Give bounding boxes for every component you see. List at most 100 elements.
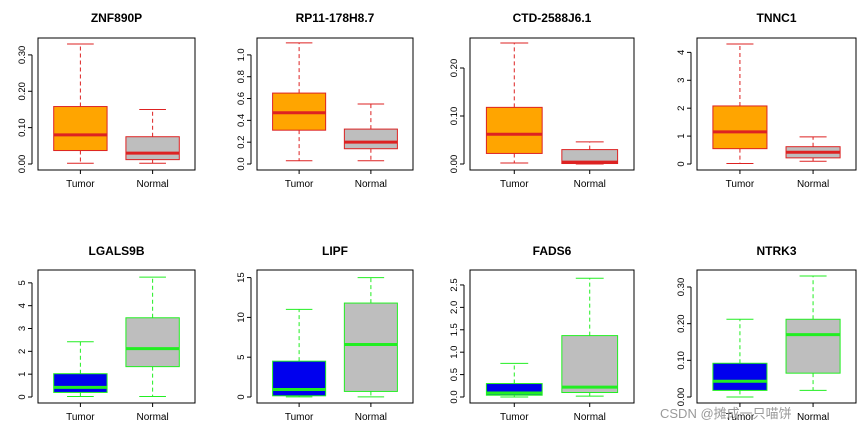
y-tick-label: 0.0 bbox=[236, 157, 247, 170]
y-tick-label: 2 bbox=[676, 106, 687, 111]
y-tick-label: 0.6 bbox=[236, 92, 247, 105]
y-tick-label: 0.10 bbox=[17, 118, 28, 136]
x-tick-label-tumor: Tumor bbox=[66, 179, 95, 190]
plot-frame bbox=[37, 37, 196, 171]
y-tick-label: 0.8 bbox=[236, 70, 247, 83]
panel-title: TNNC1 bbox=[756, 11, 796, 25]
y-tick-label: 0.30 bbox=[17, 46, 28, 64]
panel-title: LGALS9B bbox=[88, 244, 144, 258]
x-tick-label-tumor: Tumor bbox=[285, 412, 314, 423]
panel-title: RP11-178H8.7 bbox=[296, 11, 375, 25]
y-tick-label: 3 bbox=[676, 78, 687, 83]
y-tick-label: 1.0 bbox=[449, 346, 460, 359]
iqr-box bbox=[561, 335, 619, 394]
box-normal bbox=[125, 276, 180, 398]
iqr-box bbox=[712, 362, 768, 391]
y-tick-label: 0.20 bbox=[449, 59, 460, 78]
box-tumor bbox=[485, 362, 543, 398]
box-tumor bbox=[53, 341, 108, 398]
y-tick-label: 0.10 bbox=[449, 107, 460, 126]
y-tick-label: 0 bbox=[676, 161, 687, 166]
box-tumor bbox=[272, 42, 327, 162]
box-normal bbox=[125, 108, 180, 164]
x-tick-label-normal: Normal bbox=[797, 412, 829, 423]
y-tick-label: 0.20 bbox=[17, 82, 28, 101]
panel-znf890p: ZNF890P 0.00 0.10 0.20 0.30 Tumor Normal bbox=[17, 11, 196, 190]
iqr-box bbox=[343, 302, 398, 392]
y-tick-label: 0.20 bbox=[676, 314, 687, 333]
iqr-box bbox=[785, 318, 841, 374]
box-normal bbox=[561, 277, 619, 397]
y-tick-label: 0.0 bbox=[449, 390, 460, 403]
x-tick-label-normal: Normal bbox=[136, 179, 168, 190]
iqr-box bbox=[125, 136, 180, 161]
x-tick-label-normal: Normal bbox=[136, 412, 168, 423]
plot-frame bbox=[696, 269, 857, 404]
x-tick-label-tumor: Tumor bbox=[285, 179, 314, 190]
y-tick-label: 1.5 bbox=[449, 323, 460, 336]
iqr-box bbox=[485, 383, 543, 396]
box-normal bbox=[785, 275, 841, 391]
panel-title: ZNF890P bbox=[91, 11, 142, 25]
panel-tnnc1: TNNC1 0 1 2 3 4 Tumor Normal bbox=[676, 11, 857, 190]
y-tick-label: 4 bbox=[676, 50, 687, 55]
iqr-box bbox=[343, 128, 398, 150]
x-tick-label-normal: Normal bbox=[797, 179, 829, 190]
plot-frame bbox=[696, 37, 857, 171]
y-tick-label: 1 bbox=[676, 133, 687, 138]
y-tick-label: 1.0 bbox=[236, 48, 247, 61]
panel-rp11-178h8-7: RP11-178H8.7 0.0 0.2 0.4 0.6 0.8 1.0 Tumor Norma… bbox=[236, 11, 414, 190]
iqr-box bbox=[125, 317, 180, 368]
panel-title: LIPF bbox=[322, 244, 348, 258]
y-tick-label: 0.2 bbox=[236, 136, 247, 149]
panel-fads6: FADS6 0.0 0.5 1.0 1.5 2.0 2.5 Tumor Normal bbox=[449, 244, 635, 423]
x-tick-label-tumor: Tumor bbox=[726, 179, 755, 190]
plot-frame bbox=[469, 269, 635, 404]
y-tick-label: 5 bbox=[236, 355, 247, 360]
iqr-box bbox=[485, 106, 543, 154]
panel-title: FADS6 bbox=[533, 244, 572, 258]
y-tick-label: 0 bbox=[17, 394, 28, 399]
y-tick-label: 0.00 bbox=[449, 155, 460, 174]
y-tick-label: 0.5 bbox=[449, 368, 460, 381]
x-tick-label-normal: Normal bbox=[355, 179, 387, 190]
plot-frame bbox=[37, 269, 196, 404]
iqr-box bbox=[712, 105, 768, 150]
y-tick-label: 5 bbox=[17, 280, 28, 285]
box-tumor bbox=[712, 43, 768, 164]
y-tick-label: 0 bbox=[236, 394, 247, 399]
panel-ctd-2588j6-1: CTD-2588J6.1 0.00 0.10 0.20 Tumor Normal bbox=[449, 11, 635, 190]
box-normal bbox=[561, 141, 619, 165]
x-tick-label-tumor: Tumor bbox=[500, 179, 529, 190]
x-tick-label-tumor: Tumor bbox=[500, 412, 529, 423]
x-tick-label-tumor: Tumor bbox=[66, 412, 95, 423]
x-tick-label-normal: Normal bbox=[355, 412, 387, 423]
box-tumor bbox=[712, 318, 768, 398]
panel-title: NTRK3 bbox=[756, 244, 796, 258]
box-normal bbox=[343, 103, 398, 162]
y-tick-label: 15 bbox=[236, 272, 247, 283]
box-tumor bbox=[53, 43, 108, 164]
box-normal bbox=[343, 277, 398, 398]
y-tick-label: 2 bbox=[17, 349, 28, 354]
plot-frame bbox=[256, 37, 414, 171]
y-tick-label: 4 bbox=[17, 303, 28, 308]
plot-frame bbox=[256, 269, 414, 404]
y-tick-label: 1 bbox=[17, 372, 28, 377]
panel-lipf: LIPF 0 5 10 15 Tumor Normal bbox=[236, 244, 414, 423]
x-tick-label-tumor: Tumor bbox=[726, 412, 755, 423]
csdn-watermark: CSDN @摊成一只喵饼 bbox=[660, 406, 792, 421]
box-tumor bbox=[485, 42, 543, 164]
y-tick-label: 10 bbox=[236, 312, 247, 323]
panel-lgals9b: LGALS9B 0 1 2 3 4 5 Tumor Normal bbox=[17, 244, 196, 423]
y-tick-label: 0.4 bbox=[236, 114, 247, 127]
box-tumor bbox=[272, 308, 327, 398]
y-tick-label: 0.00 bbox=[676, 388, 687, 407]
x-tick-label-normal: Normal bbox=[574, 179, 606, 190]
panel-ntrk3: NTRK3 0.00 0.10 0.20 0.30 Tumor Normal bbox=[676, 244, 857, 423]
y-tick-label: 0.30 bbox=[676, 278, 687, 297]
x-tick-label-normal: Normal bbox=[574, 412, 606, 423]
iqr-box bbox=[53, 373, 108, 393]
plot-frame bbox=[469, 37, 635, 171]
